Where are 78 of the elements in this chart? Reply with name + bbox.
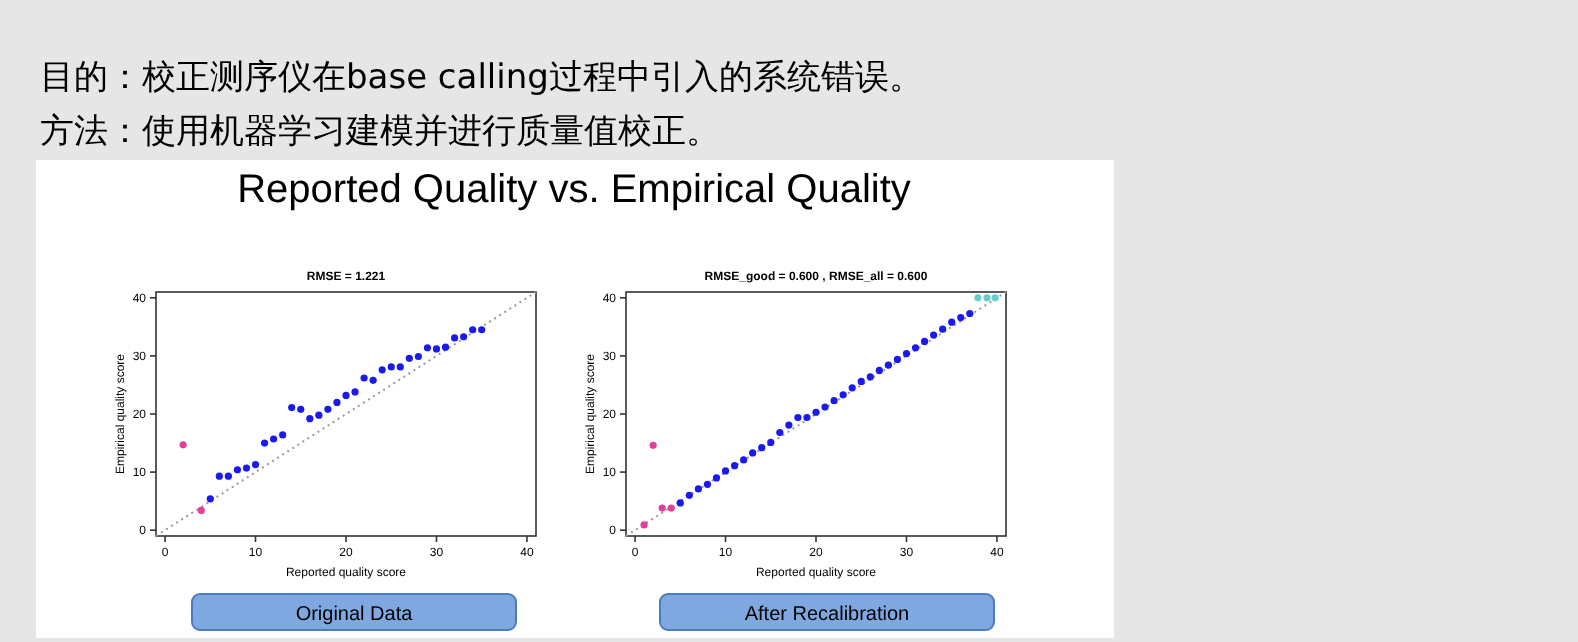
point xyxy=(260,439,269,447)
point xyxy=(821,403,829,411)
point xyxy=(902,349,911,358)
point xyxy=(848,384,856,392)
point xyxy=(991,294,999,302)
point xyxy=(396,363,404,371)
point xyxy=(857,377,865,386)
point xyxy=(749,449,757,457)
chart-title: Reported Quality vs. Empirical Quality xyxy=(237,168,911,212)
point xyxy=(812,408,820,416)
point xyxy=(875,366,883,375)
point xyxy=(930,331,938,339)
point xyxy=(640,521,648,529)
point xyxy=(974,294,982,302)
point xyxy=(378,366,386,374)
point xyxy=(360,374,368,382)
point xyxy=(893,355,902,363)
point xyxy=(441,343,450,351)
point xyxy=(939,325,947,333)
point xyxy=(676,499,684,507)
point xyxy=(215,472,223,480)
point xyxy=(288,404,296,412)
point xyxy=(242,464,251,472)
point xyxy=(279,431,287,439)
point xyxy=(478,326,486,334)
point xyxy=(342,391,350,400)
point xyxy=(694,485,702,493)
point xyxy=(469,326,477,334)
point xyxy=(730,462,739,470)
text: 方法：使用机器学习建模并进行质量值校正。 xyxy=(40,112,720,152)
point xyxy=(884,361,892,369)
point xyxy=(794,413,802,422)
point xyxy=(351,388,359,396)
point xyxy=(432,345,441,353)
point xyxy=(957,313,965,322)
point xyxy=(866,373,874,381)
point xyxy=(450,334,459,342)
point xyxy=(685,491,693,499)
point xyxy=(369,376,377,384)
point xyxy=(703,480,712,488)
point xyxy=(948,318,956,326)
point xyxy=(712,474,721,482)
point xyxy=(740,456,748,464)
point xyxy=(315,411,323,419)
point xyxy=(224,472,232,480)
point xyxy=(423,344,432,352)
point xyxy=(758,444,766,452)
point xyxy=(324,405,332,413)
point xyxy=(297,405,305,413)
point xyxy=(270,435,278,443)
point xyxy=(306,415,314,423)
point xyxy=(721,467,730,475)
point xyxy=(405,354,413,362)
point xyxy=(776,428,784,437)
point xyxy=(460,333,468,341)
text: 目的：校正测序仪在base calling过程中引入的系统错误。 xyxy=(40,58,923,98)
point xyxy=(197,506,205,515)
point xyxy=(767,438,775,447)
point xyxy=(658,504,666,512)
point xyxy=(414,352,422,361)
point xyxy=(920,337,929,345)
point xyxy=(839,391,847,399)
point xyxy=(387,363,395,371)
point xyxy=(983,294,991,302)
point xyxy=(785,421,793,429)
point xyxy=(206,495,214,503)
point xyxy=(803,413,811,422)
point xyxy=(911,344,920,352)
point xyxy=(233,466,242,474)
point xyxy=(830,397,838,405)
point xyxy=(966,309,974,318)
point xyxy=(251,460,260,469)
text: After Recalibration xyxy=(744,604,910,626)
point xyxy=(667,504,675,512)
point xyxy=(333,398,341,406)
text: Original Data xyxy=(295,604,414,626)
point xyxy=(179,441,187,449)
point xyxy=(649,441,657,449)
